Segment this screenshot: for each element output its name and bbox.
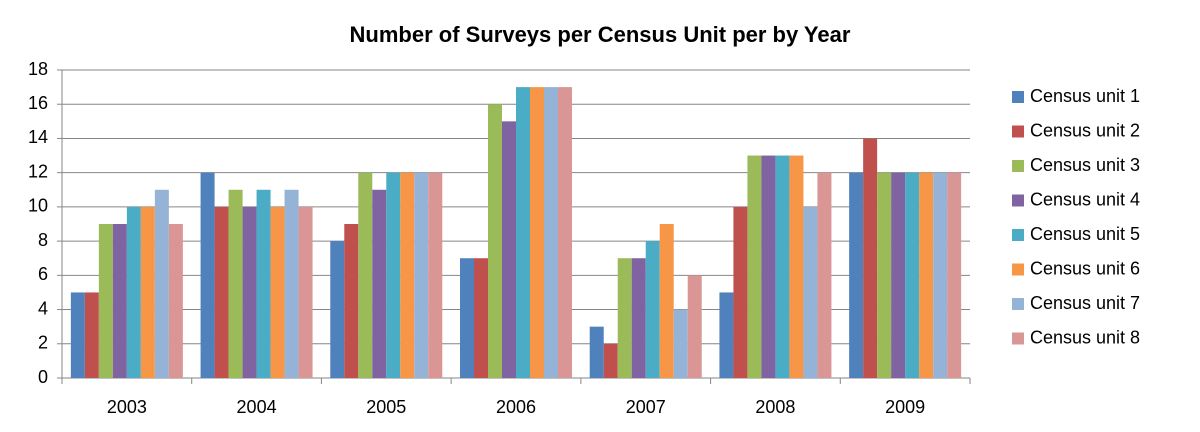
bar bbox=[70, 292, 85, 378]
legend-swatch bbox=[1012, 91, 1024, 103]
bar bbox=[891, 172, 906, 378]
bar bbox=[140, 206, 155, 378]
bar bbox=[358, 172, 373, 378]
bar bbox=[154, 189, 169, 378]
bar bbox=[905, 172, 920, 378]
x-tick-label: 2006 bbox=[496, 397, 536, 417]
bar bbox=[817, 172, 832, 378]
bar bbox=[947, 172, 962, 378]
y-tick-label: 6 bbox=[38, 264, 48, 284]
bar bbox=[558, 87, 572, 378]
bar bbox=[775, 155, 790, 378]
bar bbox=[803, 206, 818, 378]
bar bbox=[98, 224, 113, 378]
x-tick-label: 2007 bbox=[626, 397, 666, 417]
legend-label: Census unit 2 bbox=[1030, 120, 1140, 140]
x-tick-label: 2003 bbox=[107, 397, 147, 417]
x-tick-label: 2009 bbox=[885, 397, 925, 417]
y-tick-label: 2 bbox=[38, 333, 48, 353]
legend-swatch bbox=[1012, 125, 1024, 138]
legend-swatch bbox=[1012, 332, 1024, 345]
legend-swatch bbox=[1012, 194, 1024, 207]
bar bbox=[400, 172, 415, 378]
bar bbox=[789, 155, 804, 378]
bar bbox=[761, 155, 776, 378]
bar bbox=[659, 224, 674, 378]
bar bbox=[126, 206, 141, 378]
legend-swatch bbox=[1012, 298, 1024, 310]
bar bbox=[256, 189, 271, 378]
bar bbox=[284, 189, 299, 378]
bar bbox=[849, 172, 864, 378]
bar bbox=[414, 172, 429, 378]
legend-label: Census unit 1 bbox=[1030, 86, 1140, 106]
y-tick-label: 12 bbox=[28, 161, 48, 181]
legend-swatch bbox=[1012, 229, 1024, 241]
bar bbox=[719, 292, 734, 378]
bar bbox=[589, 326, 604, 378]
legend-label: Census unit 8 bbox=[1030, 327, 1140, 347]
bar bbox=[747, 155, 762, 378]
bar bbox=[530, 87, 544, 378]
bar bbox=[242, 206, 257, 378]
y-tick-label: 18 bbox=[28, 59, 48, 79]
y-tick-label: 16 bbox=[28, 93, 48, 113]
legend-label: Census unit 3 bbox=[1030, 155, 1140, 175]
bar bbox=[372, 189, 387, 378]
bar bbox=[214, 206, 229, 378]
bar bbox=[344, 224, 359, 378]
y-tick-label: 10 bbox=[28, 196, 48, 216]
bar bbox=[631, 258, 646, 378]
bar bbox=[428, 172, 443, 378]
bar bbox=[386, 172, 401, 378]
bar bbox=[673, 309, 688, 378]
bar bbox=[603, 343, 618, 378]
bar bbox=[919, 172, 934, 378]
bar bbox=[516, 87, 530, 378]
x-tick-label: 2005 bbox=[366, 397, 406, 417]
y-tick-label: 4 bbox=[38, 298, 48, 318]
legend-label: Census unit 5 bbox=[1030, 224, 1140, 244]
legend-label: Census unit 4 bbox=[1030, 189, 1140, 209]
y-tick-label: 8 bbox=[38, 230, 48, 250]
bar bbox=[168, 224, 183, 378]
legend-label: Census unit 7 bbox=[1030, 293, 1140, 313]
bar bbox=[617, 258, 632, 378]
bar bbox=[544, 87, 558, 378]
chart-title: Number of Surveys per Census Unit per by… bbox=[350, 22, 851, 47]
legend-swatch bbox=[1012, 263, 1024, 276]
bar bbox=[687, 275, 702, 378]
bar bbox=[270, 206, 285, 378]
bar bbox=[645, 241, 660, 378]
x-tick-label: 2004 bbox=[237, 397, 277, 417]
bar bbox=[228, 189, 243, 378]
x-tick-label: 2008 bbox=[755, 397, 795, 417]
bar bbox=[298, 206, 313, 378]
bar bbox=[502, 121, 516, 378]
bar bbox=[84, 292, 99, 378]
bar bbox=[330, 241, 345, 378]
bar bbox=[933, 172, 948, 378]
y-tick-label: 14 bbox=[28, 127, 48, 147]
bar bbox=[488, 104, 502, 378]
bar bbox=[877, 172, 892, 378]
bar bbox=[460, 258, 474, 378]
y-tick-label: 0 bbox=[38, 367, 48, 387]
bar bbox=[200, 172, 215, 378]
bar bbox=[474, 258, 488, 378]
bar bbox=[112, 224, 127, 378]
bar bbox=[863, 138, 878, 378]
bar bbox=[733, 206, 748, 378]
legend-swatch bbox=[1012, 160, 1024, 172]
legend-label: Census unit 6 bbox=[1030, 258, 1140, 278]
